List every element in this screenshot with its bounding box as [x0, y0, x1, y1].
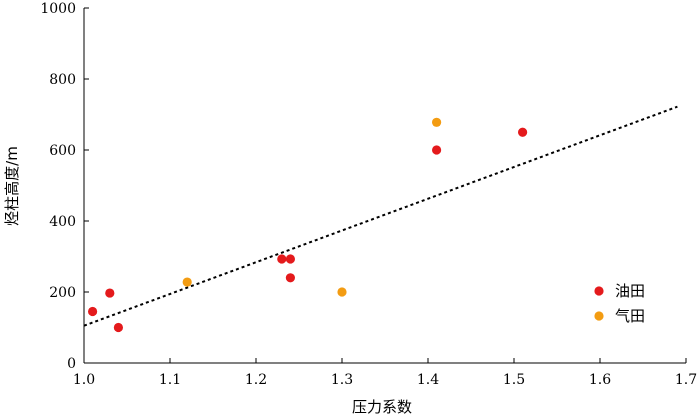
- data-point: [113, 322, 123, 333]
- y-tick-label: 800: [49, 72, 76, 88]
- x-tick-label: 1.0: [73, 372, 95, 388]
- x-tick-label: 1.6: [589, 372, 611, 388]
- x-tick-label: 1.7: [675, 372, 697, 388]
- y-tick-label: 200: [49, 285, 76, 301]
- y-tick-label: 0: [67, 356, 76, 372]
- trendline-layer: [83, 105, 678, 327]
- y-tick-label: 400: [49, 214, 76, 230]
- trendline: [83, 105, 678, 327]
- y-axis-title: 烃柱高度/m: [3, 146, 21, 226]
- data-point: [277, 254, 287, 264]
- data-point: [337, 287, 347, 297]
- data-point: [88, 306, 98, 317]
- data-point: [432, 117, 442, 127]
- legend-marker: [594, 311, 604, 321]
- legend-marker: [594, 286, 604, 296]
- data-point: [285, 273, 295, 283]
- y-tick-label: 600: [49, 143, 76, 159]
- legend-label: 油田: [615, 282, 645, 300]
- x-tick-label: 1.4: [417, 372, 439, 388]
- data-point: [105, 288, 115, 298]
- series-1: [182, 117, 442, 297]
- x-tick-label: 1.1: [159, 372, 181, 388]
- data-point: [432, 145, 442, 155]
- data-points: [88, 117, 528, 333]
- x-tick-label: 1.3: [331, 372, 353, 388]
- legend-label: 气田: [615, 307, 645, 325]
- x-tick-label: 1.2: [245, 372, 267, 388]
- data-point: [518, 127, 528, 137]
- series-0: [88, 127, 528, 333]
- x-axis-title: 压力系数: [352, 398, 412, 416]
- x-tick-label: 1.5: [503, 372, 525, 388]
- axes: 1.0 1.1 1.2 1.3 1.4 1.5 1.6 1.7 0 200 400 600 800 100…: [40, 1, 697, 388]
- y-tick-label: 1000: [40, 1, 76, 17]
- data-point: [182, 277, 192, 287]
- data-point: [285, 254, 295, 264]
